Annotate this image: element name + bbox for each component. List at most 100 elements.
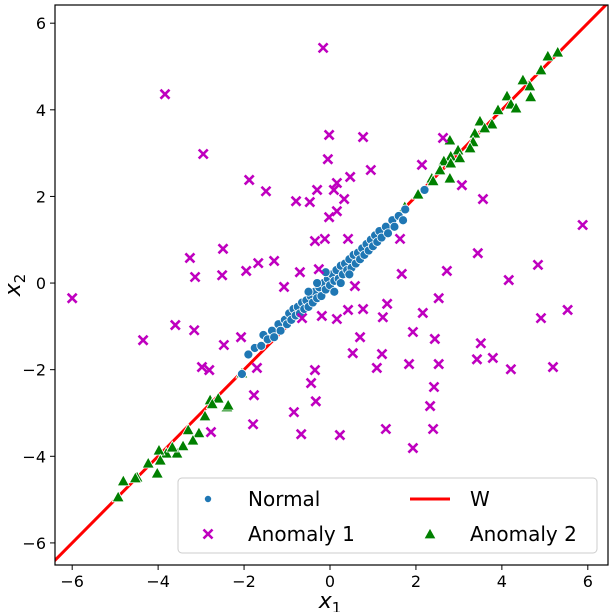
point-anomaly-1: [331, 177, 343, 189]
point-anomaly-1: [296, 312, 308, 324]
point-anomaly-1: [532, 259, 544, 271]
legend-label-normal: Normal: [248, 487, 320, 511]
point-anomaly-1: [268, 255, 280, 267]
point-anomaly-1: [218, 339, 230, 351]
x-tick-label: −2: [232, 572, 256, 591]
point-anomaly-1: [252, 257, 264, 269]
legend-marker-normal: [203, 494, 212, 503]
point-normal: [383, 228, 393, 239]
point-anomaly-1: [137, 334, 149, 346]
point-anomaly-1: [428, 381, 440, 393]
point-anomaly-1: [248, 389, 260, 401]
point-anomaly-2: [165, 440, 179, 453]
point-anomaly-1: [365, 164, 377, 176]
point-anomaly-1: [323, 129, 335, 141]
point-anomaly-1: [381, 298, 393, 310]
point-anomaly-1: [377, 311, 389, 323]
point-normal: [400, 204, 411, 215]
point-anomaly-1: [472, 247, 484, 259]
plot-frame: [54, 4, 609, 566]
point-anomaly-1: [349, 280, 361, 292]
point-anomaly-1: [456, 179, 468, 191]
point-anomaly-1: [338, 193, 350, 205]
x-tick-label: −4: [146, 572, 170, 591]
point-anomaly-2: [198, 409, 212, 422]
point-anomaly-1: [417, 307, 429, 319]
point-normal: [312, 278, 323, 288]
point-anomaly-1: [319, 233, 331, 245]
point-anomaly-2: [534, 63, 548, 76]
point-anomaly-2: [509, 101, 523, 114]
point-anomaly-1: [310, 395, 322, 407]
y-tick-label: −6: [22, 534, 46, 553]
point-anomaly-1: [403, 358, 415, 370]
point-anomaly-1: [278, 281, 290, 293]
x-tick-label: −6: [60, 572, 84, 591]
point-anomaly-2: [205, 397, 219, 410]
point-anomaly-1: [547, 361, 559, 373]
point-anomaly-1: [304, 196, 316, 208]
y-axis-ticks: −6 −4 −2 0 2 4 6: [22, 14, 55, 553]
point-anomaly-2: [463, 141, 477, 154]
point-anomaly-2: [437, 154, 451, 167]
point-anomaly-2: [152, 443, 166, 456]
point-anomaly-2: [150, 466, 164, 479]
point-anomaly-1: [317, 42, 329, 54]
point-anomaly-2: [523, 79, 537, 92]
point-anomaly-1: [407, 326, 419, 338]
point-anomaly-1: [240, 265, 252, 277]
legend-label-anomaly-2: Anomaly 2: [470, 522, 577, 546]
plot-marks: [55, 5, 608, 563]
point-anomaly-2: [478, 121, 492, 134]
point-anomaly-1: [433, 358, 445, 370]
point-anomaly-1: [394, 233, 406, 245]
x-axis-label: x1: [318, 589, 342, 612]
point-anomaly-1: [380, 423, 392, 435]
point-normal: [419, 185, 430, 195]
point-anomaly-1: [203, 364, 215, 376]
point-anomaly-1: [294, 266, 306, 278]
point-anomaly-1: [535, 312, 547, 324]
point-anomaly-1: [487, 352, 499, 364]
point-anomaly-2: [176, 439, 190, 452]
point-anomaly-1: [295, 428, 307, 440]
point-anomaly-1: [429, 333, 441, 345]
point-anomaly-1: [305, 377, 317, 389]
point-anomaly-1: [477, 193, 489, 205]
point-anomaly-1: [217, 243, 229, 255]
point-anomaly-1: [205, 426, 217, 438]
y-tick-label: 2: [36, 187, 46, 206]
legend-marker-anomaly-1: [202, 528, 214, 540]
point-anomaly-1: [196, 361, 208, 373]
point-anomaly-1: [344, 171, 356, 183]
point-anomaly-2: [426, 174, 440, 187]
point-normal: [275, 325, 286, 336]
point-anomaly-1: [322, 153, 334, 165]
point-anomaly-1: [471, 353, 483, 365]
point-anomaly-2: [170, 446, 184, 459]
point-anomaly-1: [357, 303, 369, 315]
point-anomaly-1: [188, 324, 200, 336]
point-anomaly-1: [424, 400, 436, 412]
point-anomaly-1: [342, 304, 354, 316]
point-anomaly-1: [169, 319, 181, 331]
point-anomaly-2: [468, 126, 482, 139]
point-anomaly-2: [128, 471, 143, 484]
legend: Normal Anomaly 1 W Anomaly 2: [177, 477, 598, 554]
y-tick-label: −2: [22, 361, 46, 380]
x-tick-label: 2: [411, 572, 421, 591]
point-anomaly-1: [371, 362, 383, 374]
point-anomaly-2: [551, 45, 565, 58]
point-anomaly-2: [181, 423, 195, 436]
point-anomaly-1: [251, 362, 263, 374]
point-anomaly-1: [309, 235, 321, 247]
point-anomaly-1: [290, 195, 302, 207]
point-anomaly-1: [433, 292, 445, 304]
y-axis-label: x2: [1, 274, 29, 298]
point-anomaly-1: [334, 429, 346, 441]
point-normal: [329, 286, 340, 297]
point-anomaly-1: [309, 364, 321, 376]
point-anomaly-1: [66, 292, 78, 304]
point-anomaly-1: [577, 219, 589, 231]
point-anomaly-2: [111, 490, 125, 503]
